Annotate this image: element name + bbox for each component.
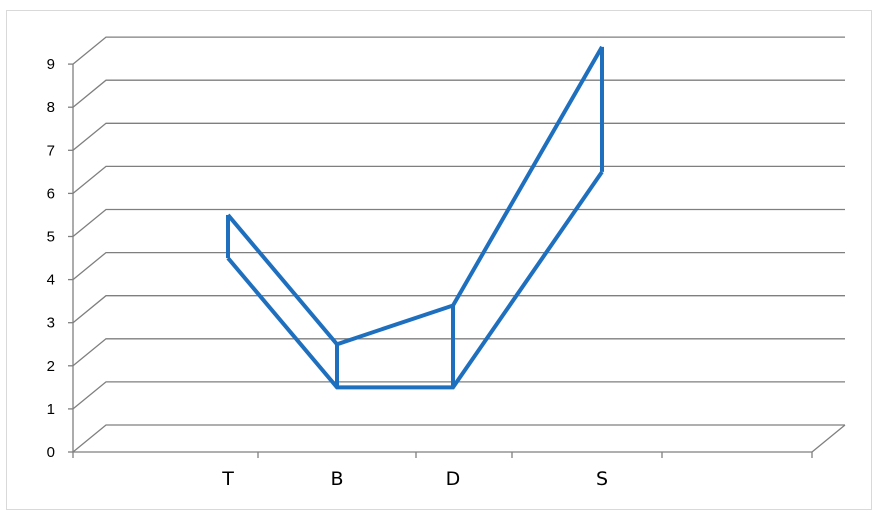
gridline-9 xyxy=(72,36,845,65)
gridline-3 xyxy=(72,295,845,324)
gridline-4 xyxy=(72,251,845,281)
y-tick-label-3: 3 xyxy=(47,315,55,332)
y-tick-label-6: 6 xyxy=(47,185,55,202)
y-tick-label-2: 2 xyxy=(47,358,55,375)
chart-frame xyxy=(6,10,872,510)
y-tick-label-0: 0 xyxy=(47,444,55,461)
floor-right-edge xyxy=(811,424,846,453)
gridline-8 xyxy=(72,79,845,108)
series-line-1 xyxy=(226,45,604,347)
gridline-6 xyxy=(72,165,845,194)
y-tick-label-5: 5 xyxy=(47,229,55,246)
y-tick-label-9: 9 xyxy=(47,56,55,73)
gridline-0 xyxy=(72,424,845,453)
y-axis-tick-labels: 0 1 2 3 4 5 6 7 8 9 xyxy=(47,56,55,461)
x-tick-label-T: T xyxy=(221,468,234,490)
y-tick-label-7: 7 xyxy=(47,142,55,159)
x-tick-label-S: S xyxy=(596,468,608,490)
series-line-2 xyxy=(226,170,604,390)
y-tick-label-4: 4 xyxy=(47,272,55,289)
gridline-1 xyxy=(72,381,845,410)
x-tick-label-D: D xyxy=(446,468,461,490)
gridline-2 xyxy=(72,338,845,367)
y-tick-label-1: 1 xyxy=(47,401,55,418)
x-tick-label-B: B xyxy=(330,468,343,490)
gridline-7 xyxy=(72,122,845,151)
gridlines xyxy=(72,36,845,453)
y-tick-label-8: 8 xyxy=(47,99,55,116)
axes xyxy=(68,63,846,458)
series-lines xyxy=(226,45,604,390)
gridline-5 xyxy=(72,208,845,238)
